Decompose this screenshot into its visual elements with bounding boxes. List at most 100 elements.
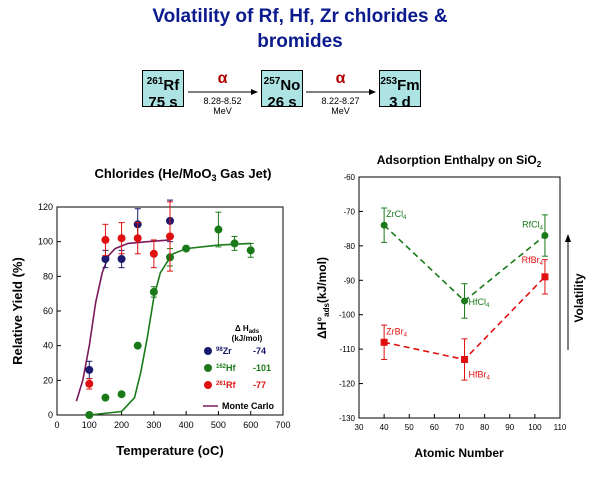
data-point-zr [85,365,94,374]
y-tick-label: -90 [343,276,355,285]
adsorption-enthalpy-chart: Adsorption Enthalpy on SiO2 30 40 50 60 70 80… [315,153,586,460]
decay-energy-unit: MeV [213,106,232,116]
x-tick-label: 50 [405,423,414,432]
data-point-chlorides [380,221,388,229]
legend-value-hf: -101 [253,363,271,373]
legend: Δ Hads (kJ/mol) 98Zr -74 162Hf -101 261Rf -77… [203,324,275,411]
x-tick-label: 80 [480,423,489,432]
volatility-indicator: Volatility [565,234,586,350]
nuclide-halflife: 3 d [389,94,411,111]
alpha-symbol: α [217,70,228,87]
point-label-bromides: ZrBr4 [386,326,408,338]
decay-arrow-icon [306,89,376,95]
volatility-label: Volatility [572,273,586,322]
decay-arrow-icon [188,89,258,95]
data-point-bromides [461,355,469,363]
x-tick-label: 90 [505,423,514,432]
legend-value-rf: -77 [253,380,266,390]
x-tick-label: 40 [380,423,389,432]
x-tick-label: 700 [275,420,290,430]
decay-energy: 8.28-8.52 [203,96,242,106]
data-point-rf [117,234,126,243]
chart-title: Chlorides (He/MoO3 Gas Jet) [95,166,272,183]
legend-label-rf: 261Rf [216,380,237,390]
y-axis-label: ΔH°ads(kJ/mol) [315,257,331,339]
monte-carlo-curve-hf [89,242,251,416]
decay-energy: 8.22-8.27 [321,96,360,106]
x-tick-label: 60 [430,423,439,432]
y-tick-label: -110 [340,345,356,354]
x-tick-label: 200 [114,420,129,430]
point-label-bromides: HfBr4 [469,369,491,381]
nuclide-box-fm: 253Fm 3 d [379,70,421,111]
chart-title: Adsorption Enthalpy on SiO2 [377,153,542,169]
y-tick-label: -70 [343,207,355,216]
data-point-hf [230,239,239,248]
legend-header: Δ Hads [235,324,260,335]
x-axis-label: Atomic Number [414,446,504,460]
data-point-hf [214,225,223,234]
data-point-bromides [541,273,549,281]
nuclide-symbol: Rf [163,77,180,94]
data-point-zr [101,255,110,263]
alpha-symbol: α [335,70,346,87]
x-tick-label: 0 [54,420,59,430]
chloride-yield-chart: Chlorides (He/MoO3 Gas Jet) 0 100 200 300 40… [10,166,291,458]
y-tick-label: -60 [343,173,355,182]
y-tick-label: -130 [339,414,356,423]
data-point-zr [117,255,126,263]
legend-marker-rf [204,381,212,389]
decay-energy-unit: MeV [331,106,350,116]
decay-step-1: α 8.28-8.52 MeV [186,70,259,116]
data-point-chlorides [461,297,469,305]
point-label-bromides: RfBr4 [522,255,544,267]
y-tick-label: 80 [43,271,53,281]
x-tick-label: 70 [455,423,464,432]
y-tick-label: -80 [343,242,355,251]
data-point-bromides [380,338,388,346]
nuclide-box-rf: 261Rf 75 s [142,70,184,111]
x-tick-label: 100 [82,420,97,430]
x-tick-label: 100 [528,423,542,432]
legend-label-hf: 162Hf [216,363,237,373]
legend-marker-zr [204,347,212,355]
y-tick-label: -120 [339,380,356,389]
data-point-hf [133,341,142,350]
y-tick-label: 120 [38,202,53,212]
legend-unit: (kJ/mol) [232,334,263,343]
y-tick-label: 20 [43,375,53,385]
monte-carlo-curve-zr [75,239,171,402]
nuclide-mass: 261 [146,76,164,87]
title-line-1: Volatility of Rf, Hf, Zr chlorides & [152,6,448,27]
data-point-chlorides [541,232,549,240]
point-label-chlorides: HfCl4 [469,297,491,309]
y-tick-label: 60 [43,306,53,316]
data-point-hf [246,246,255,255]
legend-label-zr: 98Zr [216,346,232,356]
x-tick-label: 400 [179,420,194,430]
x-tick-label: 110 [554,423,567,432]
data-point-hf [149,287,158,296]
x-axis-label: Temperature (oC) [116,443,223,458]
legend-marker-hf [204,364,212,372]
nuclide-box-no: 257No 26 s [261,70,303,111]
nuclide-symbol: No [280,77,301,94]
y-tick-label: 100 [38,237,53,247]
nuclide-halflife: 75 s [148,94,178,111]
data-point-rf [133,234,142,243]
point-label-chlorides: RfCl4 [522,220,543,232]
y-axis-label: Relative Yield (%) [10,257,25,365]
legend-label-monte-carlo: Monte Carlo [222,401,275,411]
data-point-rf [101,235,110,244]
data-point-hf [117,390,126,399]
nuclide-mass: 257 [263,76,281,87]
data-point-hf [85,411,94,419]
point-label-chlorides: ZrCl4 [386,209,407,221]
page-title: Volatility of Rf, Hf, Zr chlorides & bro… [0,4,600,54]
data-point-hf [101,393,110,402]
legend-value-zr: -74 [253,346,266,356]
decay-step-2: α 8.22-8.27 MeV [304,70,377,116]
x-tick-label: 500 [211,420,226,430]
x-tick-label: 300 [146,420,161,430]
x-tick-label: 30 [355,423,364,432]
